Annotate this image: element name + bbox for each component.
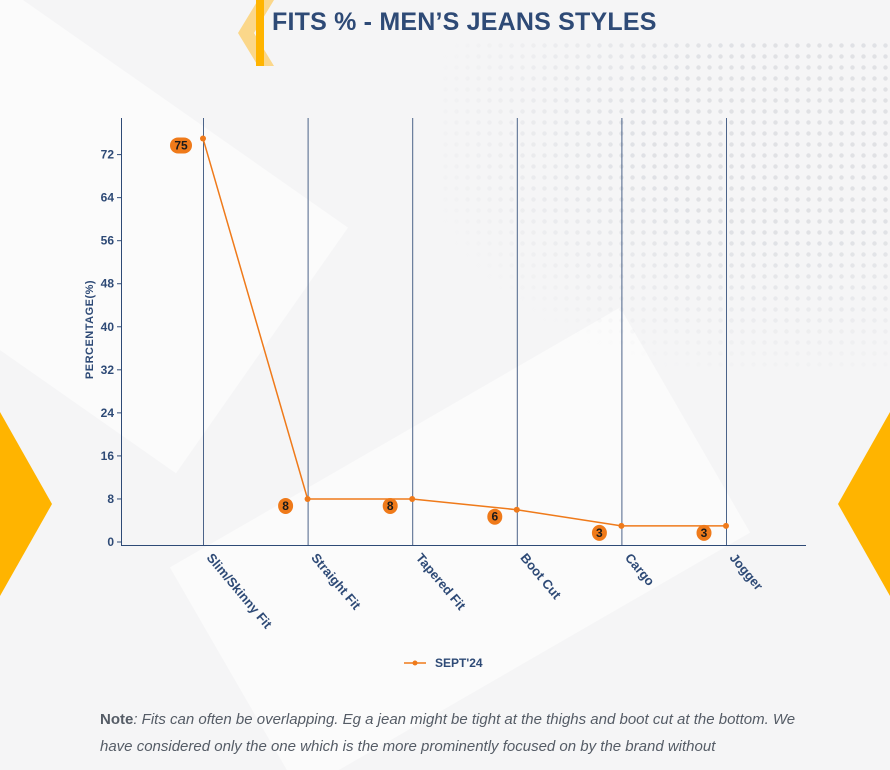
data-label: 8 [387,499,394,513]
data-label-badge [382,497,398,514]
y-tick-label: 56 [101,234,115,248]
y-tick-label: 72 [101,148,115,162]
page-title: FITS % - MEN’S JEANS STYLES [272,8,657,36]
data-label: 6 [491,510,498,524]
data-label-badge [591,524,607,541]
data-label-badge [170,137,192,154]
data-point [513,506,520,513]
data-label: 8 [282,499,289,513]
x-tick-label: Straight Fit [308,550,364,613]
y-tick-label: 24 [101,406,115,420]
y-tick-label: 16 [101,449,115,463]
data-point [409,495,416,502]
x-tick-label: Tapered Fit [413,550,469,613]
right-chevron-shape [838,412,890,596]
data-label-badge [278,497,294,514]
y-tick-label: 48 [101,277,115,291]
data-point [304,495,311,502]
y-axis-title: PERCENTAGE(%) [84,280,96,379]
data-label-badge [696,524,712,541]
series-line [202,138,726,527]
y-tick-label: 40 [101,320,115,334]
footnote-label: Note [100,711,134,728]
y-tick-label: 32 [101,363,115,377]
legend-marker [412,660,418,666]
footnote: Note: Fits can often be overlapping. Eg … [100,706,820,760]
data-label: 75 [174,138,188,152]
left-chevron-shape [0,412,52,596]
line-chart: 0 8 16 24 32 40 48 56 64 72 PERCENTAGE(%) Slim/Skin… [84,118,806,670]
footnote-text: : Fits can often be overlapping. Eg a je… [100,711,796,755]
y-tick-label: 8 [107,492,114,506]
x-tick-label: Slim/Skinny Fit [204,550,276,632]
title-accent-bar [256,0,264,66]
data-point [200,135,206,142]
data-label: 3 [596,526,603,540]
data-point [618,522,625,529]
legend-label: SEPT'24 [435,656,483,670]
y-tick-label: 0 [107,535,114,549]
x-tick-label: Jogger [727,550,766,593]
x-tick-label: Boot Cut [518,550,565,602]
dot-pattern [440,40,890,370]
data-label-badge [487,508,503,525]
data-label: 3 [701,526,708,540]
y-tick-label: 64 [101,191,115,205]
data-point [723,522,729,529]
x-tick-label: Cargo [622,550,658,588]
